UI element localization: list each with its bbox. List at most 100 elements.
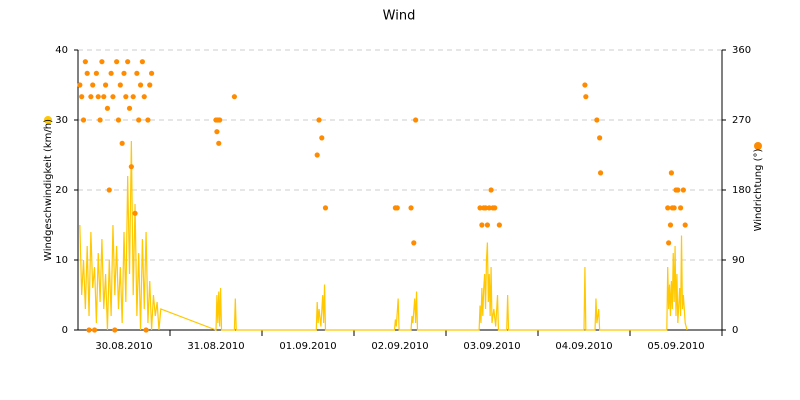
y-tick-label: 40: [55, 45, 68, 56]
y-tick-label: 30: [55, 115, 68, 126]
direction-point: [97, 117, 103, 123]
direction-point: [145, 117, 151, 123]
direction-point: [143, 327, 149, 333]
y-axis-icon: [44, 116, 52, 124]
direction-point: [486, 205, 492, 211]
direction-point: [88, 94, 94, 100]
direction-point: [134, 70, 140, 76]
x-tick-label: 03.09.2010: [463, 341, 520, 352]
y-tick-label: 0: [62, 325, 68, 336]
direction-point: [667, 222, 674, 228]
direction-point: [125, 59, 131, 65]
direction-point: [411, 240, 417, 246]
direction-point: [90, 82, 96, 88]
y-tick-label: 20: [55, 185, 68, 196]
direction-point: [594, 117, 600, 123]
direction-point: [482, 205, 489, 211]
direction-point: [108, 70, 114, 76]
direction-point: [112, 327, 118, 333]
direction-point: [582, 82, 588, 88]
direction-point: [84, 70, 90, 76]
direction-point: [583, 94, 589, 100]
direction-point: [675, 187, 681, 193]
speed-line: [79, 140, 688, 331]
direction-point: [216, 140, 222, 146]
direction-point: [682, 222, 688, 228]
x-tick-label: 04.09.2010: [555, 341, 612, 352]
direction-point: [141, 94, 147, 100]
direction-point: [137, 82, 144, 88]
direction-point: [394, 205, 400, 211]
direction-point: [86, 327, 92, 333]
direction-point: [104, 105, 111, 111]
direction-point: [117, 82, 123, 88]
direction-point: [82, 59, 88, 65]
direction-point: [680, 187, 686, 193]
direction-point: [477, 205, 483, 211]
direction-point: [139, 59, 145, 65]
direction-point: [91, 327, 98, 333]
direction-point: [115, 117, 122, 123]
direction-point: [666, 240, 672, 246]
direction-point: [231, 94, 237, 100]
y2-axis-label: Windrichtung (°): [753, 149, 764, 232]
y-axis-title: Windgeschwindigkeit (km/h): [43, 116, 54, 261]
direction-point: [214, 129, 220, 135]
direction-point: [77, 82, 83, 88]
direction-point: [149, 70, 155, 76]
x-tick-label: 31.08.2010: [187, 341, 244, 352]
direction-point: [93, 70, 99, 76]
direction-point: [132, 210, 138, 216]
direction-point: [106, 187, 112, 193]
y2-tick-label: 90: [732, 255, 745, 266]
direction-point: [597, 135, 603, 141]
direction-point: [413, 117, 419, 123]
direction-point: [95, 94, 101, 100]
y2-tick-label: 0: [732, 325, 738, 336]
direction-point: [123, 94, 129, 100]
y2-axis-icon: [754, 142, 762, 150]
direction-point: [479, 222, 485, 228]
y-tick-label: 10: [55, 255, 68, 266]
x-tick-label: 02.09.2010: [371, 341, 428, 352]
y2-tick-label: 360: [732, 45, 751, 56]
direction-point: [668, 170, 675, 176]
direction-point: [597, 170, 604, 176]
y2-tick-label: 180: [732, 185, 751, 196]
direction-point: [126, 105, 133, 111]
direction-point: [130, 94, 136, 100]
direction-point: [488, 187, 494, 193]
direction-point: [136, 117, 142, 123]
direction-point: [319, 135, 325, 141]
y2-tick-label: 270: [732, 115, 751, 126]
direction-point: [99, 59, 105, 65]
direction-point: [316, 117, 322, 123]
direction-point: [79, 94, 85, 100]
direction-point: [80, 117, 87, 123]
direction-point: [217, 117, 223, 123]
direction-point: [492, 205, 498, 211]
direction-point: [114, 59, 120, 65]
chart-title: Wind: [383, 9, 416, 24]
y-axis-label: Windgeschwindigkeit (km/h): [43, 119, 54, 261]
direction-point: [314, 152, 320, 158]
x-tick-label: 01.09.2010: [279, 341, 336, 352]
direction-point: [101, 94, 107, 100]
direction-point: [496, 222, 502, 228]
x-tick-label: 30.08.2010: [95, 341, 152, 352]
direction-point: [678, 205, 684, 211]
direction-point: [103, 82, 109, 88]
direction-point: [322, 205, 329, 211]
x-tick-label: 05.09.2010: [647, 341, 704, 352]
direction-point: [121, 70, 127, 76]
y2-axis-title: Windrichtung (°): [753, 142, 764, 231]
direction-point: [110, 94, 116, 100]
direction-point: [484, 222, 490, 228]
direction-point: [128, 164, 134, 170]
direction-point: [671, 205, 677, 211]
direction-point: [408, 205, 414, 211]
direction-point: [119, 140, 125, 146]
direction-point: [147, 82, 153, 88]
direction-point: [665, 205, 671, 211]
